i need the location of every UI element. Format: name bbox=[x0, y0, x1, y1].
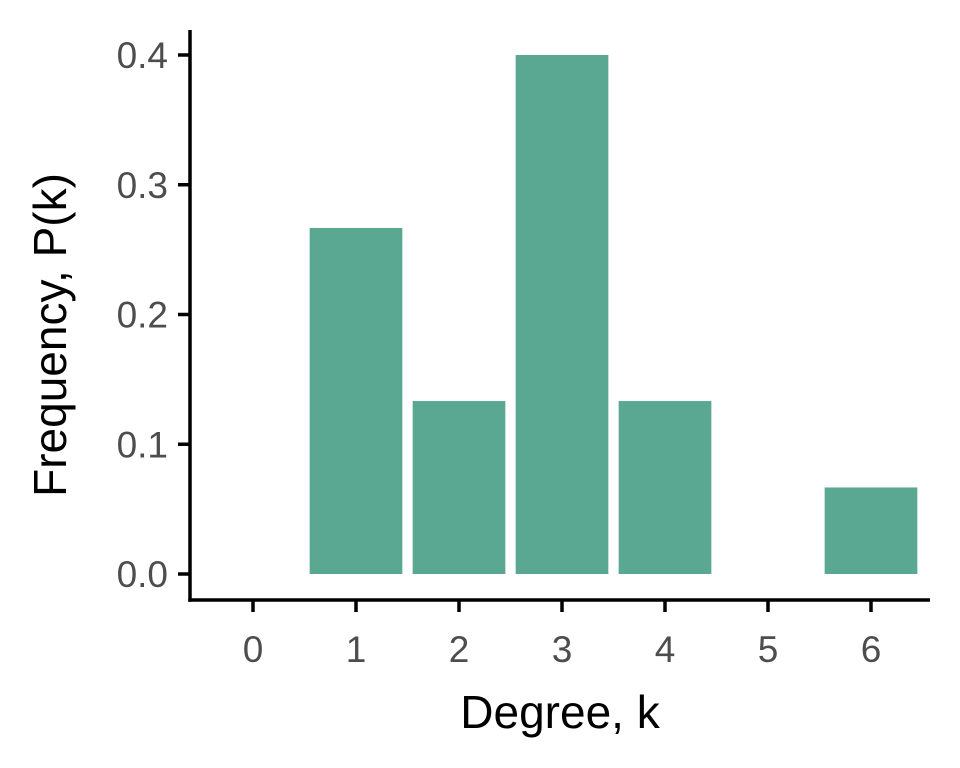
bar-k-4 bbox=[618, 401, 712, 574]
y-tick-label: 0.4 bbox=[117, 35, 168, 76]
bar-k-6 bbox=[824, 487, 918, 574]
y-tick-label: 0.2 bbox=[117, 295, 168, 336]
x-tick-label: 1 bbox=[346, 629, 367, 670]
x-axis-title: Degree, k bbox=[460, 686, 660, 738]
bar-k-2 bbox=[412, 401, 506, 574]
x-tick-label: 6 bbox=[861, 629, 882, 670]
x-axis: 0 1 2 3 4 5 6 bbox=[188, 598, 930, 670]
y-tick-label: 0.0 bbox=[117, 554, 168, 595]
x-tick-label: 3 bbox=[552, 629, 573, 670]
bar-k-3 bbox=[515, 55, 609, 574]
x-tick-label: 0 bbox=[243, 629, 264, 670]
y-tick-label: 0.1 bbox=[117, 424, 168, 465]
bar-k-1 bbox=[309, 227, 403, 574]
x-tick-label: 5 bbox=[758, 629, 779, 670]
bars-layer bbox=[309, 55, 918, 574]
y-axis-title: Frequency, P(k) bbox=[24, 173, 76, 497]
x-tick-label: 2 bbox=[449, 629, 470, 670]
x-tick-label: 4 bbox=[655, 629, 676, 670]
y-tick-label: 0.3 bbox=[117, 165, 168, 206]
y-axis: 0.0 0.1 0.2 0.3 0.4 bbox=[117, 30, 192, 602]
